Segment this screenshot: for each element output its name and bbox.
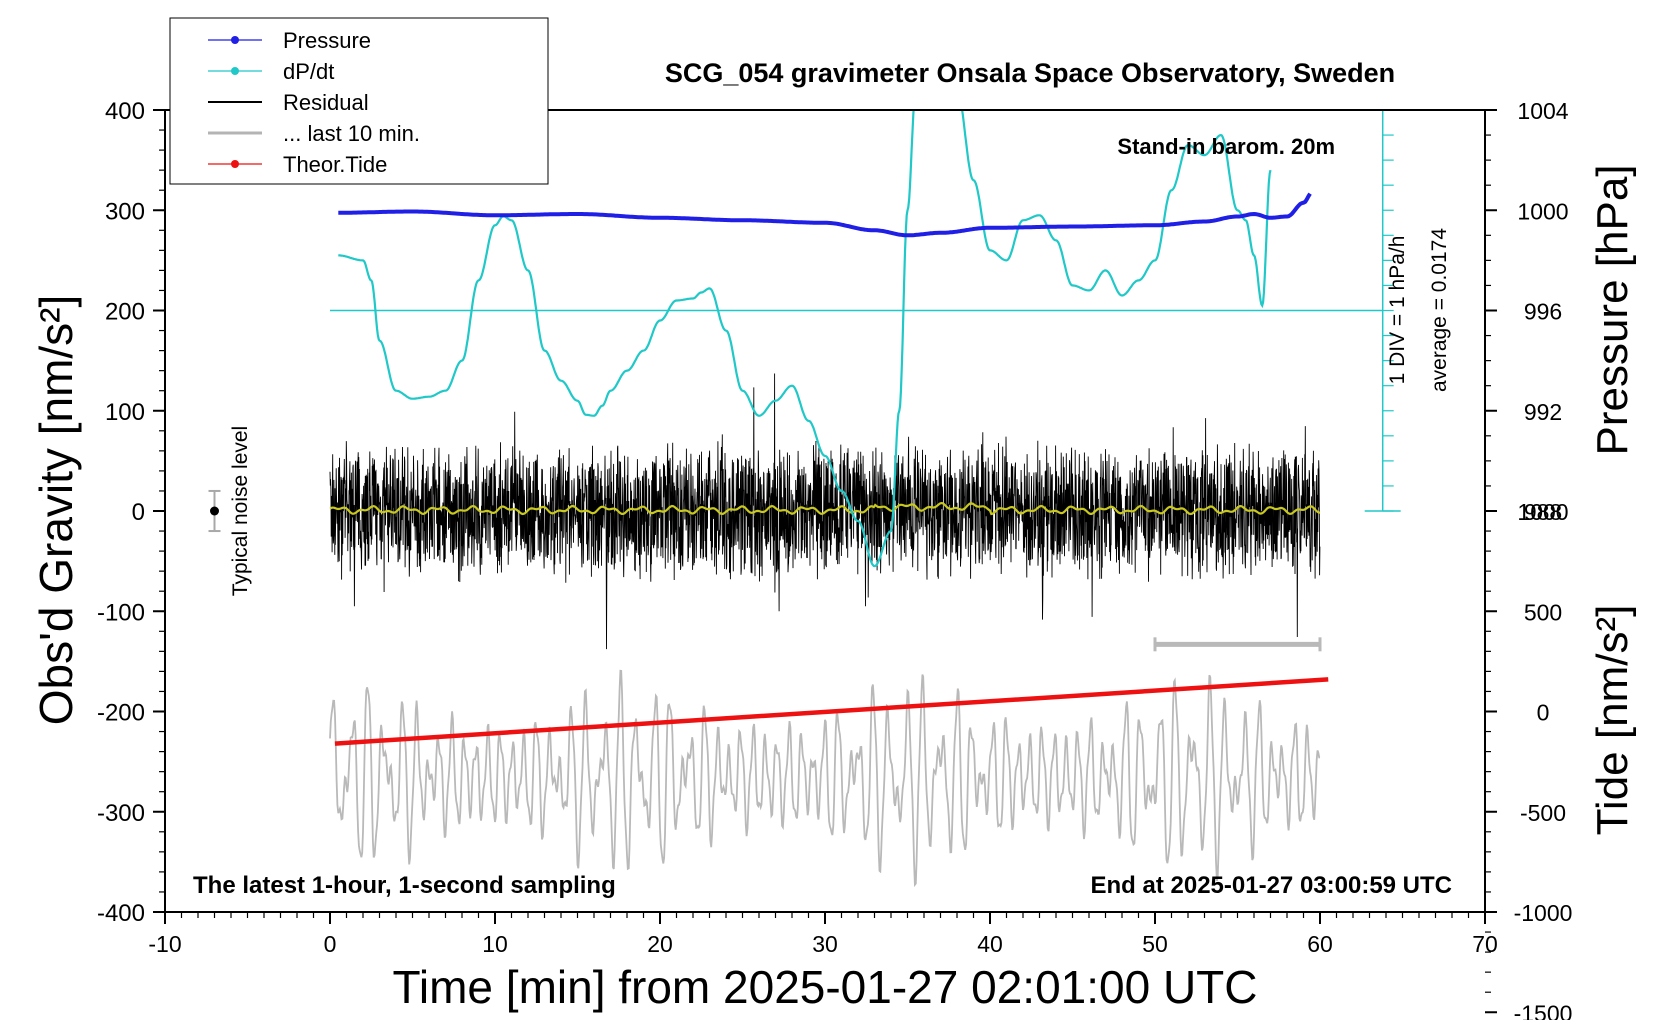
legend-entry-tide: Theor.Tide <box>208 152 387 177</box>
legend-label-pressure: Pressure <box>283 28 371 53</box>
last-10-min-line <box>329 669 1321 888</box>
legend-entry-residual: Residual <box>208 90 369 115</box>
x-tick-label: 70 <box>1472 931 1498 957</box>
tide-tick-label: 0 <box>1537 700 1550 726</box>
legend-entry-pressure: Pressure <box>208 28 371 53</box>
x-tick-label: 30 <box>812 931 838 957</box>
legend-label-last10: ... last 10 min. <box>283 121 420 146</box>
y-tick-label: -200 <box>97 700 145 727</box>
y-tick-label: -100 <box>97 599 145 626</box>
pressure-line <box>338 192 1312 238</box>
y-tick-label: 300 <box>105 198 145 225</box>
pressure-tick-label: 1004 <box>1517 98 1568 124</box>
x-tick-label: 60 <box>1307 931 1333 957</box>
x-axis-label: Time [min] from 2025-01-27 02:01:00 UTC <box>393 961 1258 1013</box>
data-layer <box>208 109 1401 888</box>
y-tick-label: 100 <box>105 399 145 426</box>
x-tick-label: 20 <box>647 931 673 957</box>
chart-title: SCG_054 gravimeter Onsala Space Observat… <box>665 58 1395 88</box>
y-axis-label-pressure: Pressure [hPa] <box>1588 164 1637 455</box>
legend-label-dpdt: dP/dt <box>283 59 334 84</box>
dpdt-scale-note: 1 DIV = 1 hPa/h <box>1386 236 1409 385</box>
noise-level-label: Typical noise level <box>229 426 252 596</box>
x-tick-label: 0 <box>324 931 337 957</box>
y-axis-label-left: Obs'd Gravity [nm/s²] <box>30 295 82 726</box>
tide-tick-label: 1000 <box>1517 499 1568 525</box>
y-tick-label: -300 <box>97 800 145 827</box>
x-tick-label: 10 <box>482 931 508 957</box>
residual-line <box>329 373 1321 650</box>
ten-minute-bar <box>1153 637 1322 652</box>
legend-label-residual: Residual <box>283 90 369 115</box>
dpdt-line <box>338 110 1272 568</box>
tide-tick-label: -1000 <box>1514 900 1573 926</box>
legend-entry-dpdt: dP/dt <box>208 59 334 84</box>
smoothed-residual-line <box>329 501 1321 516</box>
x-tick-label: 50 <box>1142 931 1168 957</box>
pressure-tick-label: 988 <box>1524 499 1562 525</box>
noise-level-dot <box>210 506 219 516</box>
x-tick-label: 40 <box>977 931 1003 957</box>
pressure-tick-label: 1000 <box>1517 198 1568 224</box>
pressure-tick-label: 996 <box>1524 299 1562 325</box>
footer-left-note: The latest 1-hour, 1-second sampling <box>193 872 616 899</box>
footer-right-note: End at 2025-01-27 03:00:59 UTC <box>1091 872 1453 899</box>
dpdt-average-note: average = 0.0174 <box>1428 228 1451 392</box>
tide-tick-label: -500 <box>1520 800 1566 826</box>
axis-layer: -10 0 10 20 30 40 50 60 70-400-300-200-100010020… <box>97 98 1572 1020</box>
legend-marker-dpdt <box>231 67 239 75</box>
pressure-tick-label: 992 <box>1524 399 1562 425</box>
legend-marker-tide <box>231 160 239 168</box>
barometer-note: Stand-in barom. 20m <box>1117 134 1335 159</box>
legend-marker-pressure <box>231 36 239 44</box>
x-tick-label: -10 <box>148 931 181 957</box>
y-tick-label: 0 <box>132 499 145 526</box>
legend-label-tide: Theor.Tide <box>283 152 387 177</box>
tide-tick-label: 500 <box>1524 599 1562 625</box>
legend: Pressure dP/dt Residual ... last 10 min.… <box>169 17 549 185</box>
legend-entry-last10: ... last 10 min. <box>208 121 420 146</box>
y-axis-label-tide: Tide [nm/s²] <box>1588 605 1637 836</box>
theoretical-tide-line <box>334 677 1329 746</box>
dpdt-scale-axis <box>1364 109 1401 512</box>
tide-tick-label: -1500 <box>1514 1000 1573 1020</box>
y-tick-label: 400 <box>105 98 145 125</box>
y-tick-label: -400 <box>97 900 145 927</box>
y-tick-label: 200 <box>105 299 145 326</box>
noise-level-bar <box>208 489 221 533</box>
